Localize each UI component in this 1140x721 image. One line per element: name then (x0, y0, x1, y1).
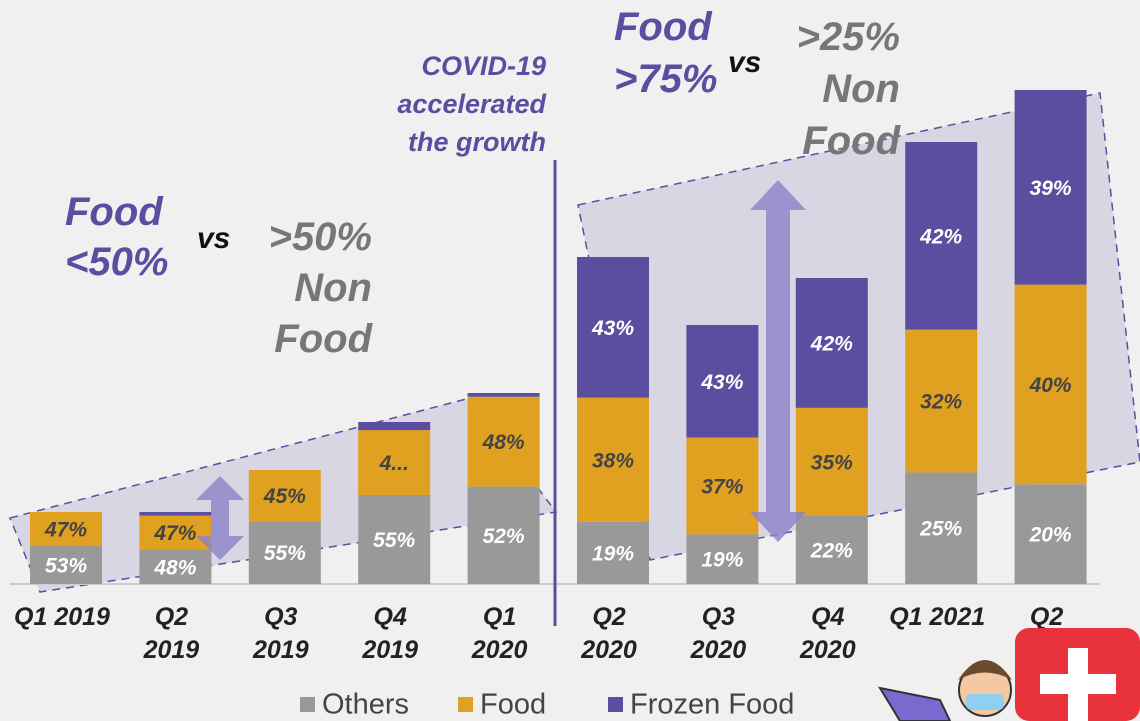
bar-segment (139, 549, 212, 584)
legend: Others Food Frozen Food (300, 689, 794, 721)
value-label: 55% (373, 529, 415, 552)
legend-label: Frozen Food (630, 689, 794, 721)
x-tick-label: Q3 2020 (690, 603, 747, 664)
value-label: 22% (810, 540, 853, 563)
bar-segment (30, 512, 102, 546)
bar-segment (139, 512, 212, 516)
x-tick-label: Q1 2019 (14, 603, 110, 631)
legend-label: Food (480, 689, 546, 721)
value-label: 32% (920, 390, 962, 413)
x-tick-label: Q2 2020 (580, 603, 637, 664)
value-label: 42% (810, 332, 853, 355)
bar-segment (1014, 484, 1087, 584)
value-label: 43% (591, 317, 634, 340)
value-label: 35% (811, 451, 853, 474)
bars: 53% 47% Q1 2019 48% 47% Q2 2019 55% 45% Q3 2019 55%… (14, 90, 1087, 664)
annotation: >50% Non Food (269, 215, 374, 361)
bar-segment (577, 257, 649, 398)
x-tick-label: Q3 2019 (252, 603, 309, 664)
bar-segment (1014, 284, 1087, 485)
bar-segment (905, 329, 978, 473)
annotation: vs (728, 46, 761, 79)
bar-segment (248, 470, 321, 522)
value-label: 39% (1030, 177, 1072, 200)
bar-segment (139, 515, 212, 550)
bar-segment (795, 516, 868, 584)
bar-segment (248, 521, 321, 584)
bar-segment (905, 472, 978, 584)
double-arrow (196, 476, 244, 560)
bar-segment (467, 396, 540, 487)
value-label: 45% (263, 485, 306, 508)
x-tick-label: Q1 2021 (889, 603, 985, 631)
x-tick-label: Q2 2019 (143, 603, 200, 664)
bar-segment (467, 393, 540, 397)
bar-segment (1014, 90, 1087, 285)
x-tick-label: Q2 (1030, 603, 1063, 631)
bar-segment (795, 278, 868, 408)
bar-segment (686, 437, 759, 535)
bar-segment (577, 397, 649, 522)
annotation: >25% Non Food (797, 15, 902, 163)
legend-swatch (608, 697, 623, 712)
bar-segment (358, 494, 431, 584)
annotation: vs (197, 222, 230, 255)
bar-segment (686, 534, 759, 584)
hair (958, 660, 1012, 680)
value-label: 42% (919, 225, 962, 248)
bar-segment (467, 486, 540, 584)
bar-segment (358, 422, 431, 431)
mask (966, 694, 1004, 710)
value-label: 48% (482, 431, 525, 454)
mascot (877, 628, 1140, 721)
value-label: 43% (700, 371, 743, 394)
legend-label: Others (322, 689, 409, 721)
double-arrow (750, 180, 806, 542)
value-label: 53% (45, 554, 87, 577)
bar-segment (30, 545, 102, 584)
overlays (196, 160, 1140, 721)
annotation: Food >75% (614, 5, 717, 101)
bar-segment (577, 521, 649, 584)
legend-swatch (300, 697, 315, 712)
value-label: 38% (592, 449, 634, 472)
annotation: COVID-19 accelerated the growth (397, 51, 546, 157)
value-label: 52% (483, 525, 525, 548)
cross (1040, 674, 1116, 694)
value-label: 55% (264, 542, 306, 565)
bar-segment (686, 325, 759, 438)
x-tick-label: Q4 2019 (361, 603, 418, 664)
value-label: 19% (701, 549, 743, 572)
value-label: 25% (919, 518, 962, 541)
value-label: 47% (44, 518, 87, 541)
bar-segment (795, 407, 868, 516)
value-label: 19% (592, 542, 634, 565)
bar-segment (358, 430, 431, 495)
x-tick-label: Q1 2020 (471, 603, 528, 664)
value-label: 37% (701, 475, 743, 498)
bar-segment (905, 142, 978, 330)
annotation: Food <50% (65, 190, 168, 284)
value-label: 40% (1029, 374, 1072, 397)
value-label: 47% (153, 522, 196, 545)
value-label: 48% (153, 556, 196, 579)
value-label: 4... (379, 452, 409, 475)
legend-swatch (458, 697, 473, 712)
value-label: 20% (1029, 524, 1072, 547)
arm (877, 686, 952, 721)
x-tick-label: Q4 2020 (799, 603, 856, 664)
